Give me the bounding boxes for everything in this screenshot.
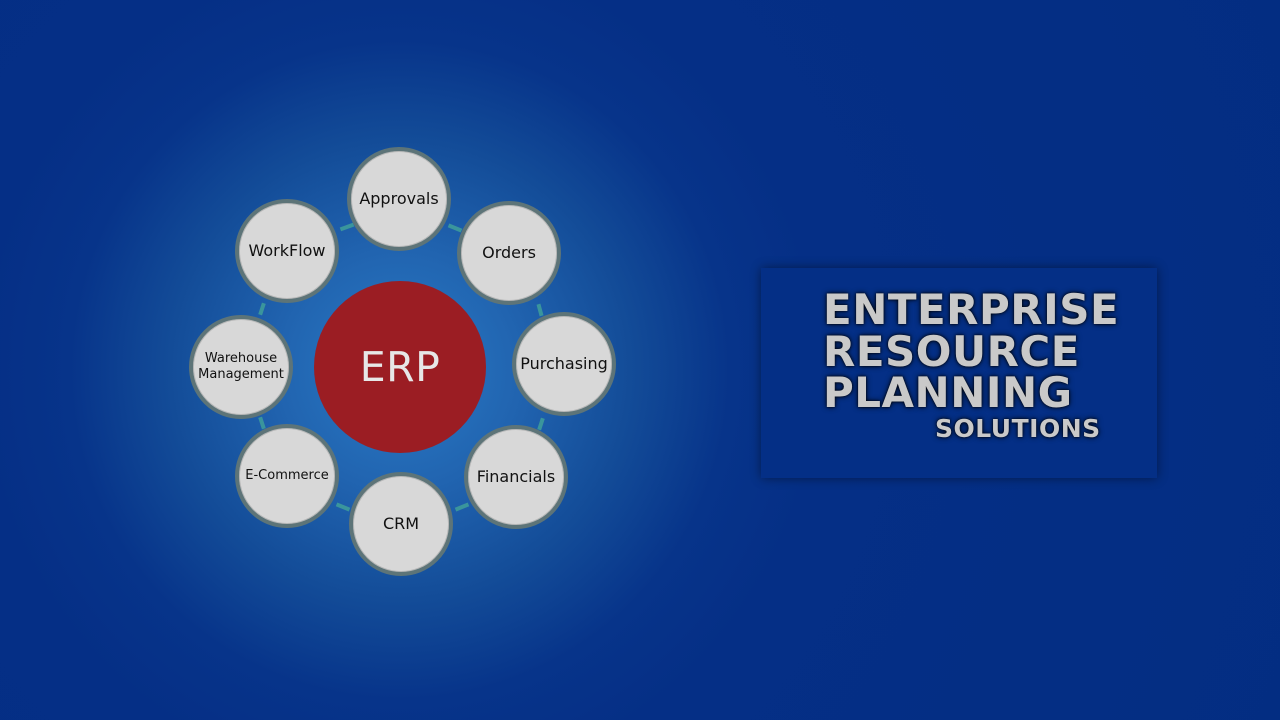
node-crm: CRM: [349, 472, 453, 576]
node-label: E-Commerce: [245, 468, 329, 484]
ring-connector: [454, 502, 470, 512]
ring-connector: [258, 416, 266, 430]
node-label: WorkFlow: [248, 240, 326, 260]
node-label: Approvals: [359, 188, 439, 208]
title-line-enterprise: ENTERPRISE: [823, 285, 1120, 334]
title-line-resource: RESOURCE: [823, 327, 1080, 376]
node-ecommerce: E-Commerce: [235, 424, 339, 528]
erp-label: ERP: [359, 343, 441, 391]
node-warehouse-management: Warehouse Management: [189, 315, 293, 419]
node-label: CRM: [382, 513, 420, 533]
node-label-line: Warehouse: [204, 351, 278, 367]
node-approvals: Approvals: [347, 147, 451, 251]
node-purchasing: Purchasing: [512, 312, 616, 416]
ring-connector: [536, 303, 544, 317]
node-orders: Orders: [457, 201, 561, 305]
title-line-planning: PLANNING: [823, 368, 1073, 417]
ring-connector: [258, 302, 266, 316]
ring-connector: [335, 502, 351, 512]
title-line-solutions: SOLUTIONS: [935, 414, 1101, 443]
node-label: Orders: [482, 242, 536, 262]
node-label: Purchasing: [520, 353, 608, 373]
node-workflow: WorkFlow: [235, 199, 339, 303]
node-label-line: Management: [198, 367, 284, 382]
erp-center-circle: ERP: [314, 281, 486, 453]
ring-connector: [537, 417, 545, 431]
erp-title-box: ENTERPRISE RESOURCE PLANNING SOLUTIONS: [761, 268, 1157, 478]
ring-connector: [447, 223, 463, 233]
ring-connector: [339, 222, 355, 232]
node-label: Warehouse Management: [198, 351, 284, 382]
node-label: Financials: [476, 466, 556, 486]
node-financials: Financials: [464, 425, 568, 529]
